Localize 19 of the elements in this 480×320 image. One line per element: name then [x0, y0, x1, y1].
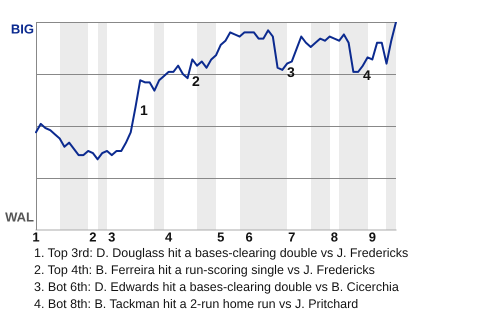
x-tick-label: 2 [89, 229, 96, 244]
x-tick-label: 4 [165, 229, 174, 244]
x-tick-label: 5 [217, 229, 224, 244]
text: 3. Bot 6th: D. Edwards hit a bases-clearing double vs B. Cicerchia [34, 279, 400, 296]
text: BIG [10, 22, 34, 37]
text: WAL [5, 210, 34, 225]
x-tick-label: 1 [32, 229, 40, 244]
annotation: 2 [192, 72, 200, 89]
x-tick-label: 9 [368, 229, 376, 244]
annotation: 3 [287, 64, 295, 80]
annotation: 4 [363, 66, 371, 83]
annotation: 1 [140, 102, 148, 118]
text: 4. Bot 8th: B. Tackman hit a 2-run home run vs J. Pritchard [34, 296, 360, 313]
text: 2. Top 4th: B. Ferreira hit a run-scoring single vs J. Fredericks [34, 262, 376, 279]
text: 1. Top 3rd: D. Douglass hit a bases-clearing double vs J. Fredericks [34, 245, 410, 262]
x-tick-label: 7 [288, 229, 296, 244]
x-tick-label: 8 [330, 229, 338, 244]
x-tick-label: 6 [246, 229, 253, 244]
x-tick-label: 3 [108, 229, 116, 244]
